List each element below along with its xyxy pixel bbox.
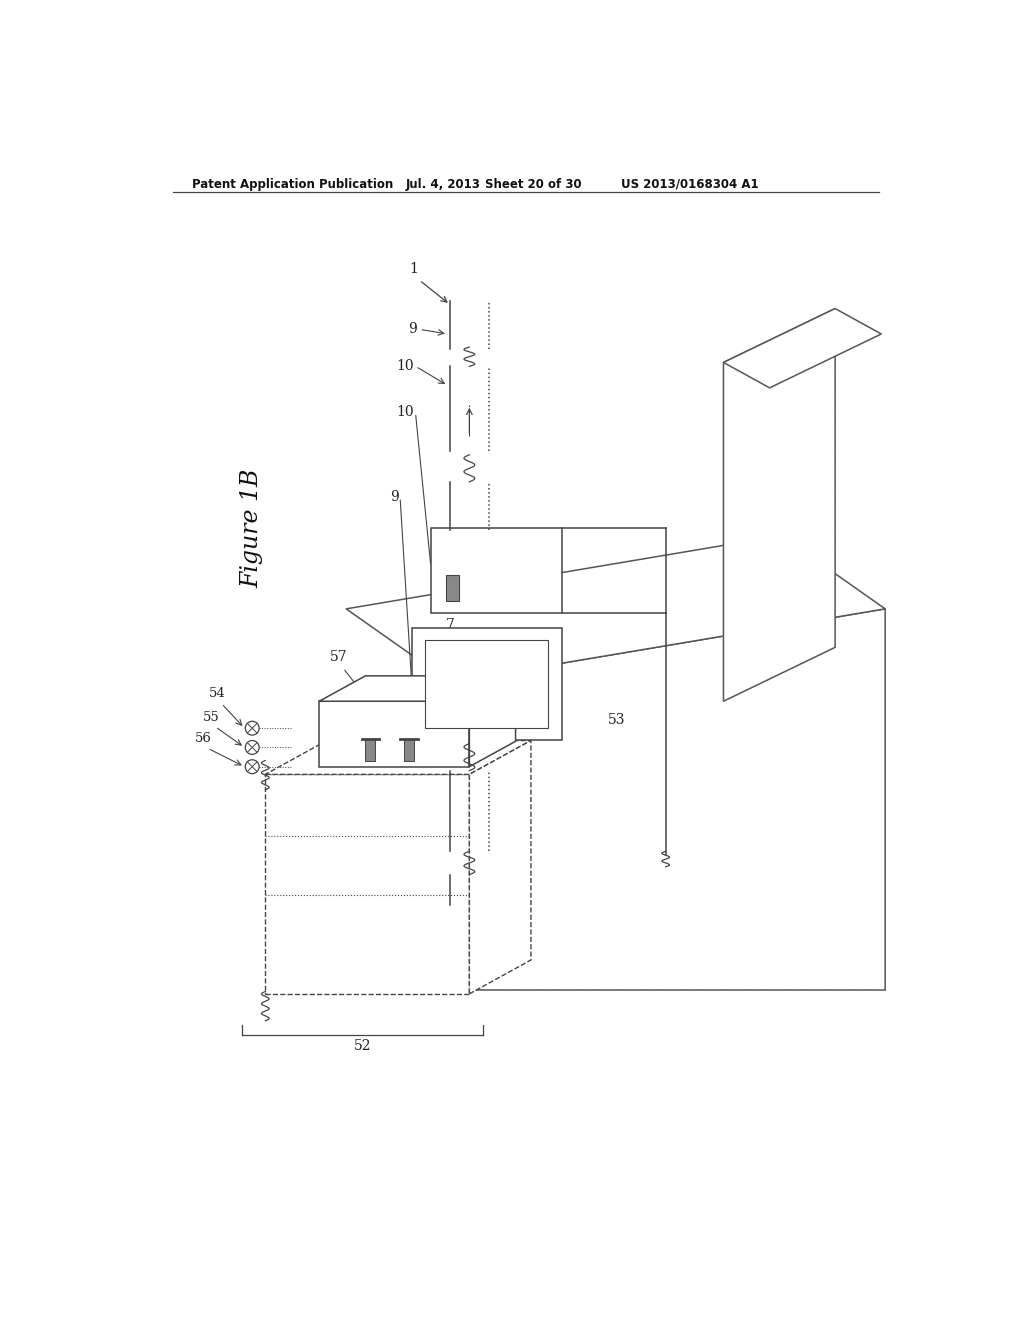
Bar [403,739,414,760]
Polygon shape [412,628,562,739]
Polygon shape [724,309,836,701]
Text: 10: 10 [396,405,414,420]
Bar [446,576,459,601]
Text: 54: 54 [209,688,226,701]
Text: US 2013/0168304 A1: US 2013/0168304 A1 [621,178,759,190]
Polygon shape [469,676,515,767]
Polygon shape [319,701,469,767]
Text: Patent Application Publication: Patent Application Publication [193,178,393,190]
Text: 4: 4 [282,859,290,873]
Polygon shape [469,741,531,994]
Text: 53: 53 [608,714,626,727]
Text: 1: 1 [410,263,419,276]
Polygon shape [265,741,531,775]
Text: Jul. 4, 2013: Jul. 4, 2013 [406,178,480,190]
Text: Figure 1B: Figure 1B [241,469,264,587]
Text: 9: 9 [390,490,398,504]
Text: 57: 57 [330,651,347,664]
Text: 7: 7 [445,618,455,632]
Text: 10: 10 [396,359,414,374]
Polygon shape [319,676,515,701]
Polygon shape [724,309,882,388]
Bar [366,739,376,760]
Text: 9: 9 [409,322,417,337]
Polygon shape [265,775,469,994]
Text: 56: 56 [196,733,212,744]
Polygon shape [425,640,548,729]
Text: 52: 52 [353,1039,371,1053]
Polygon shape [346,536,885,682]
Polygon shape [431,528,562,612]
Text: 55: 55 [203,710,220,723]
Text: Sheet 20 of 30: Sheet 20 of 30 [484,178,582,190]
Text: 3: 3 [282,820,290,833]
Polygon shape [451,609,885,990]
Text: 5: 5 [283,903,290,916]
